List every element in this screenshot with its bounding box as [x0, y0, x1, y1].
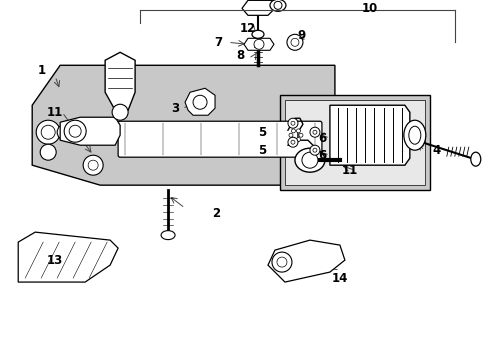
Circle shape [290, 140, 294, 144]
Circle shape [287, 118, 297, 128]
Ellipse shape [291, 129, 295, 133]
Polygon shape [244, 38, 273, 50]
Polygon shape [280, 95, 429, 190]
Polygon shape [285, 100, 424, 185]
Ellipse shape [403, 120, 425, 150]
Circle shape [287, 137, 297, 147]
Circle shape [36, 120, 60, 144]
Polygon shape [60, 117, 120, 145]
Circle shape [69, 125, 81, 137]
Text: 1: 1 [38, 64, 46, 77]
Text: 13: 13 [47, 253, 63, 267]
FancyBboxPatch shape [118, 121, 321, 157]
Circle shape [290, 38, 298, 46]
Ellipse shape [269, 0, 285, 11]
Circle shape [290, 121, 294, 125]
Text: 12: 12 [240, 22, 256, 35]
Circle shape [41, 125, 55, 139]
Polygon shape [105, 52, 135, 110]
Text: 5: 5 [257, 126, 265, 139]
Ellipse shape [296, 129, 300, 133]
Circle shape [271, 252, 291, 272]
Ellipse shape [288, 133, 292, 137]
Circle shape [312, 130, 316, 134]
Text: 10: 10 [361, 2, 377, 15]
Circle shape [309, 127, 319, 137]
Circle shape [83, 155, 103, 175]
Text: 6: 6 [317, 132, 325, 145]
Text: 4: 4 [432, 144, 440, 157]
Circle shape [312, 148, 316, 152]
Ellipse shape [294, 148, 324, 172]
Text: 14: 14 [331, 271, 347, 284]
Text: 7: 7 [214, 36, 222, 49]
Text: 8: 8 [235, 49, 244, 62]
Circle shape [193, 95, 206, 109]
Polygon shape [32, 65, 334, 185]
Ellipse shape [470, 152, 480, 166]
Text: 5: 5 [257, 144, 265, 157]
Circle shape [112, 104, 128, 120]
Polygon shape [267, 240, 344, 282]
Circle shape [301, 152, 317, 168]
Circle shape [253, 39, 264, 49]
Circle shape [286, 34, 303, 50]
Ellipse shape [298, 133, 303, 137]
Ellipse shape [161, 231, 175, 240]
Polygon shape [184, 88, 215, 115]
Circle shape [273, 1, 282, 9]
Ellipse shape [251, 30, 264, 38]
Circle shape [40, 144, 56, 160]
Circle shape [88, 160, 98, 170]
Text: 3: 3 [171, 102, 179, 115]
Text: 9: 9 [297, 29, 305, 42]
Ellipse shape [291, 138, 295, 141]
Circle shape [64, 120, 86, 142]
Text: 6: 6 [317, 149, 325, 162]
Polygon shape [329, 105, 409, 165]
Polygon shape [242, 0, 274, 15]
Polygon shape [18, 232, 118, 282]
Ellipse shape [296, 138, 300, 141]
Text: 11: 11 [47, 106, 63, 119]
Text: 2: 2 [211, 207, 220, 220]
Ellipse shape [408, 126, 420, 144]
Circle shape [309, 145, 319, 155]
Text: 11: 11 [341, 164, 357, 177]
Circle shape [276, 257, 286, 267]
Circle shape [57, 124, 73, 140]
